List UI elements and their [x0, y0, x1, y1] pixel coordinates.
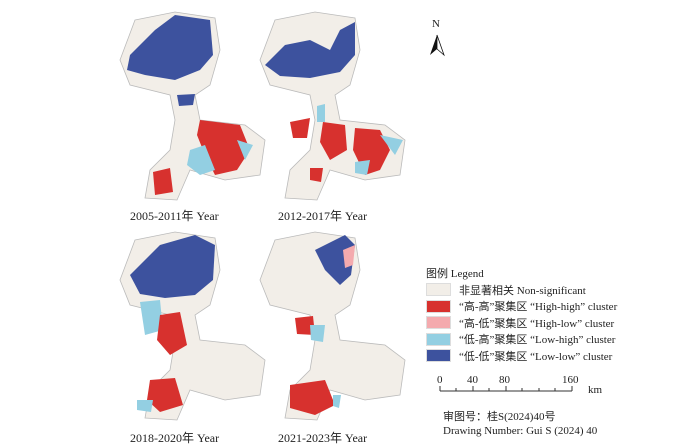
high-high-cluster: [157, 312, 187, 355]
low-low-cluster: [127, 15, 213, 80]
low-low-cluster: [130, 235, 215, 298]
high-high-cluster: [147, 378, 183, 412]
high-high-cluster: [295, 316, 315, 335]
low-high-cluster: [317, 104, 325, 122]
low-high-cluster: [310, 325, 325, 342]
low-low-cluster: [315, 235, 355, 285]
low-high-cluster: [355, 160, 370, 175]
north-label: N: [432, 18, 440, 30]
low-high-cluster: [187, 145, 215, 175]
low-high-cluster: [237, 140, 253, 160]
map-2018-2020: [119, 231, 266, 421]
approval-number: 审图号：桂S(2024)40号: [443, 411, 556, 423]
scale-bar: [439, 386, 573, 392]
legend: 图例 Legend 非显著相关 Non-significant “高-高”聚集区…: [426, 265, 617, 364]
low-high-cluster: [137, 400, 153, 412]
legend-item-non-significant: 非显著相关 Non-significant: [426, 282, 617, 299]
scale-tick-label: 160: [562, 374, 579, 386]
high-high-cluster: [310, 168, 323, 182]
panel-caption: 2012-2017年 Year: [278, 209, 368, 223]
drawing-number: Drawing Number: Gui S (2024) 40: [443, 425, 598, 437]
high-low-cluster: [343, 245, 355, 268]
panel-caption: 2018-2020年 Year: [130, 431, 220, 445]
low-high-cluster: [333, 395, 341, 408]
legend-swatch: [426, 299, 451, 313]
low-low-cluster: [265, 22, 355, 78]
high-high-cluster: [153, 168, 173, 195]
legend-title: 图例 Legend: [426, 268, 484, 281]
scale-tick-label: 0: [437, 374, 443, 386]
scale-unit: km: [588, 384, 603, 396]
legend-item-high-low: “高-低”聚集区 “High-low” cluster: [426, 315, 617, 332]
legend-swatch: [426, 332, 451, 346]
legend-item-low-high: “低-高”聚集区 “Low-high” cluster: [426, 331, 617, 348]
map-2021-2023: [259, 231, 406, 421]
low-high-cluster: [140, 300, 163, 335]
panel-caption: 2005-2011年 Year: [130, 209, 219, 223]
panel-caption: 2021-2023年 Year: [278, 431, 368, 445]
high-high-cluster: [290, 118, 310, 138]
north-arrow-icon: [430, 34, 445, 57]
high-high-cluster: [320, 122, 347, 160]
legend-swatch: [426, 316, 451, 330]
legend-swatch: [426, 349, 451, 363]
legend-item-high-high: “高-高”聚集区 “High-high” cluster: [426, 298, 617, 315]
map-2005-2011: [119, 11, 266, 201]
high-high-cluster: [290, 380, 335, 415]
map-2012-2017: [259, 11, 406, 201]
low-low-cluster: [177, 94, 195, 106]
low-high-cluster: [380, 135, 403, 155]
legend-item-low-low: “低-低”聚集区 “Low-low” cluster: [426, 348, 617, 365]
legend-swatch: [426, 283, 451, 297]
scale-tick-label: 80: [499, 374, 510, 386]
scale-tick-label: 40: [467, 374, 478, 386]
